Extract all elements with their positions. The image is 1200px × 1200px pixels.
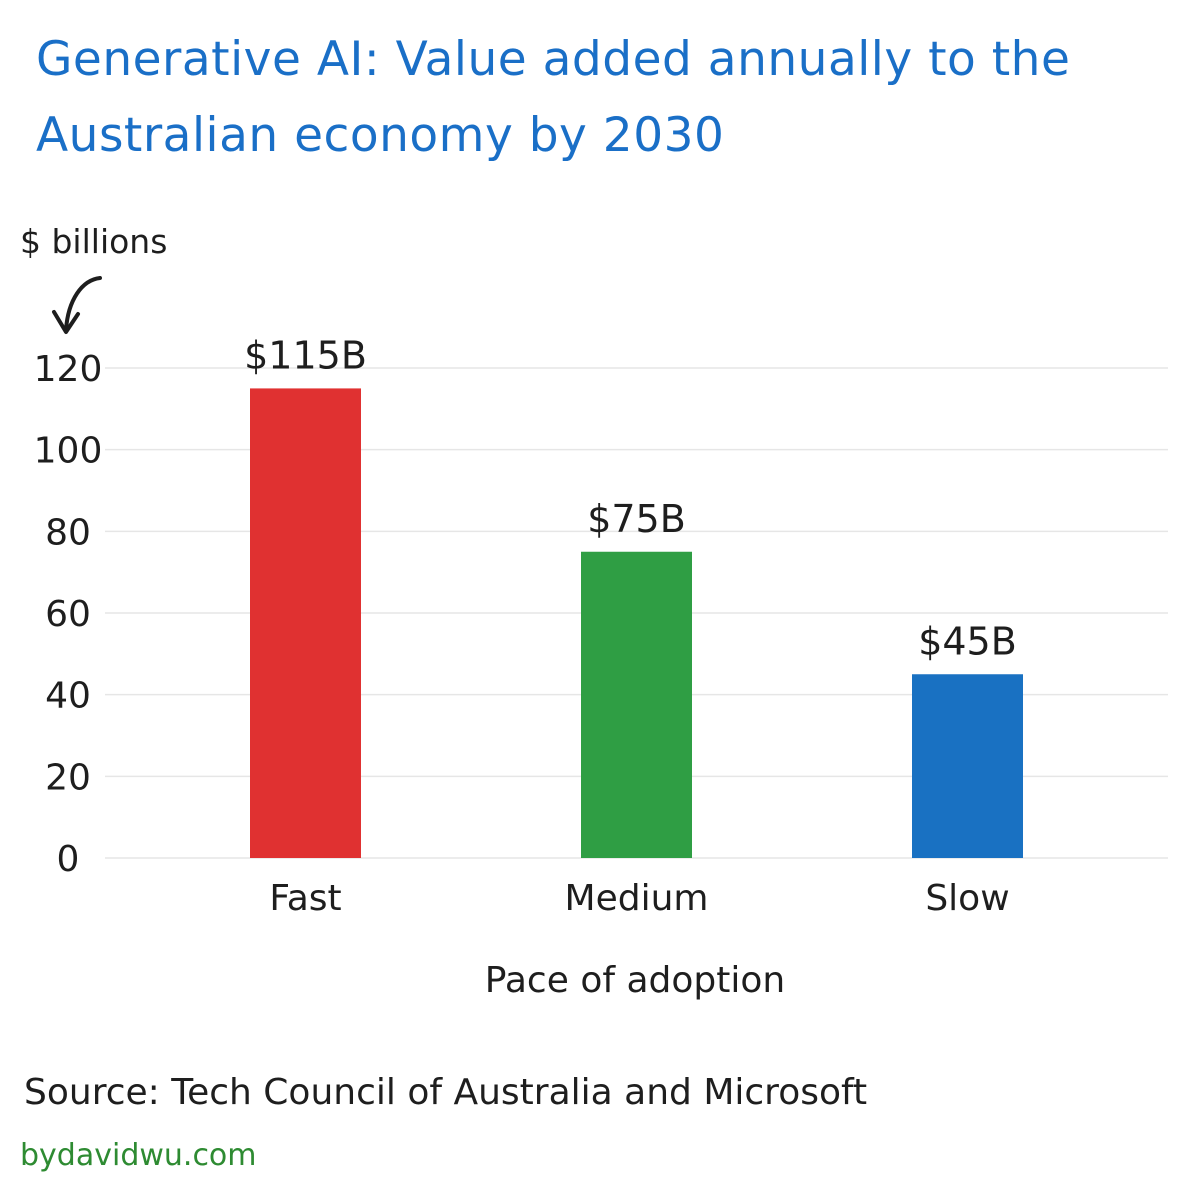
y-axis-ticks: 0 20 40 60 80 100 120 xyxy=(34,349,103,880)
bars xyxy=(250,388,1023,858)
y-tick-label: 120 xyxy=(34,349,103,390)
x-tick-label: Fast xyxy=(269,878,341,919)
x-tick-label: Slow xyxy=(925,878,1009,919)
data-label: $115B xyxy=(244,333,367,377)
y-tick-label: 20 xyxy=(45,757,91,798)
y-tick-label: 80 xyxy=(45,512,91,553)
y-tick-label: 40 xyxy=(45,676,91,717)
bar-fast xyxy=(250,388,361,858)
bar-slow xyxy=(912,674,1023,858)
source-note: Source: Tech Council of Australia and Mi… xyxy=(24,1072,868,1113)
credit-link[interactable]: bydavidwu.com xyxy=(20,1138,257,1173)
curved-arrow-down-left-icon xyxy=(52,276,102,334)
y-tick-label: 100 xyxy=(34,431,103,472)
x-axis-label: Pace of adoption xyxy=(485,960,785,1001)
y-tick-label: 60 xyxy=(45,594,91,635)
y-tick-label: 0 xyxy=(57,839,80,880)
data-label: $75B xyxy=(587,497,686,541)
data-label: $45B xyxy=(918,619,1017,663)
y-axis-label: $ billions xyxy=(20,222,168,261)
bar-medium xyxy=(581,551,692,858)
x-axis-ticks: Fast Medium Slow xyxy=(269,878,1009,919)
chart-title: Generative AI: Value added annually to t… xyxy=(36,32,1071,163)
x-tick-label: Medium xyxy=(565,878,709,919)
data-labels: $115B $75B $45B xyxy=(244,333,1017,663)
